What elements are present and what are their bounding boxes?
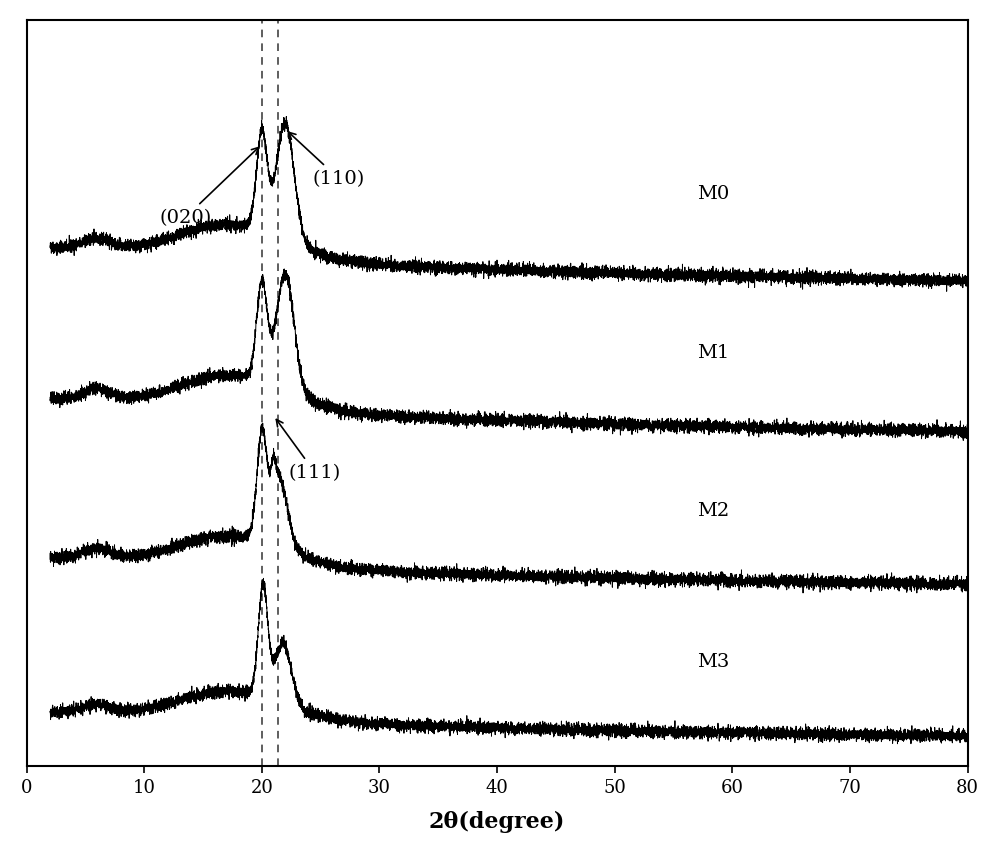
Text: M3: M3 — [697, 652, 729, 670]
Text: M1: M1 — [697, 343, 729, 361]
Text: (110): (110) — [289, 133, 364, 188]
Text: (111): (111) — [276, 420, 341, 482]
Text: M0: M0 — [697, 185, 729, 203]
X-axis label: 2θ(degree): 2θ(degree) — [429, 810, 565, 833]
Text: M2: M2 — [697, 502, 729, 519]
Text: (020): (020) — [159, 148, 258, 227]
